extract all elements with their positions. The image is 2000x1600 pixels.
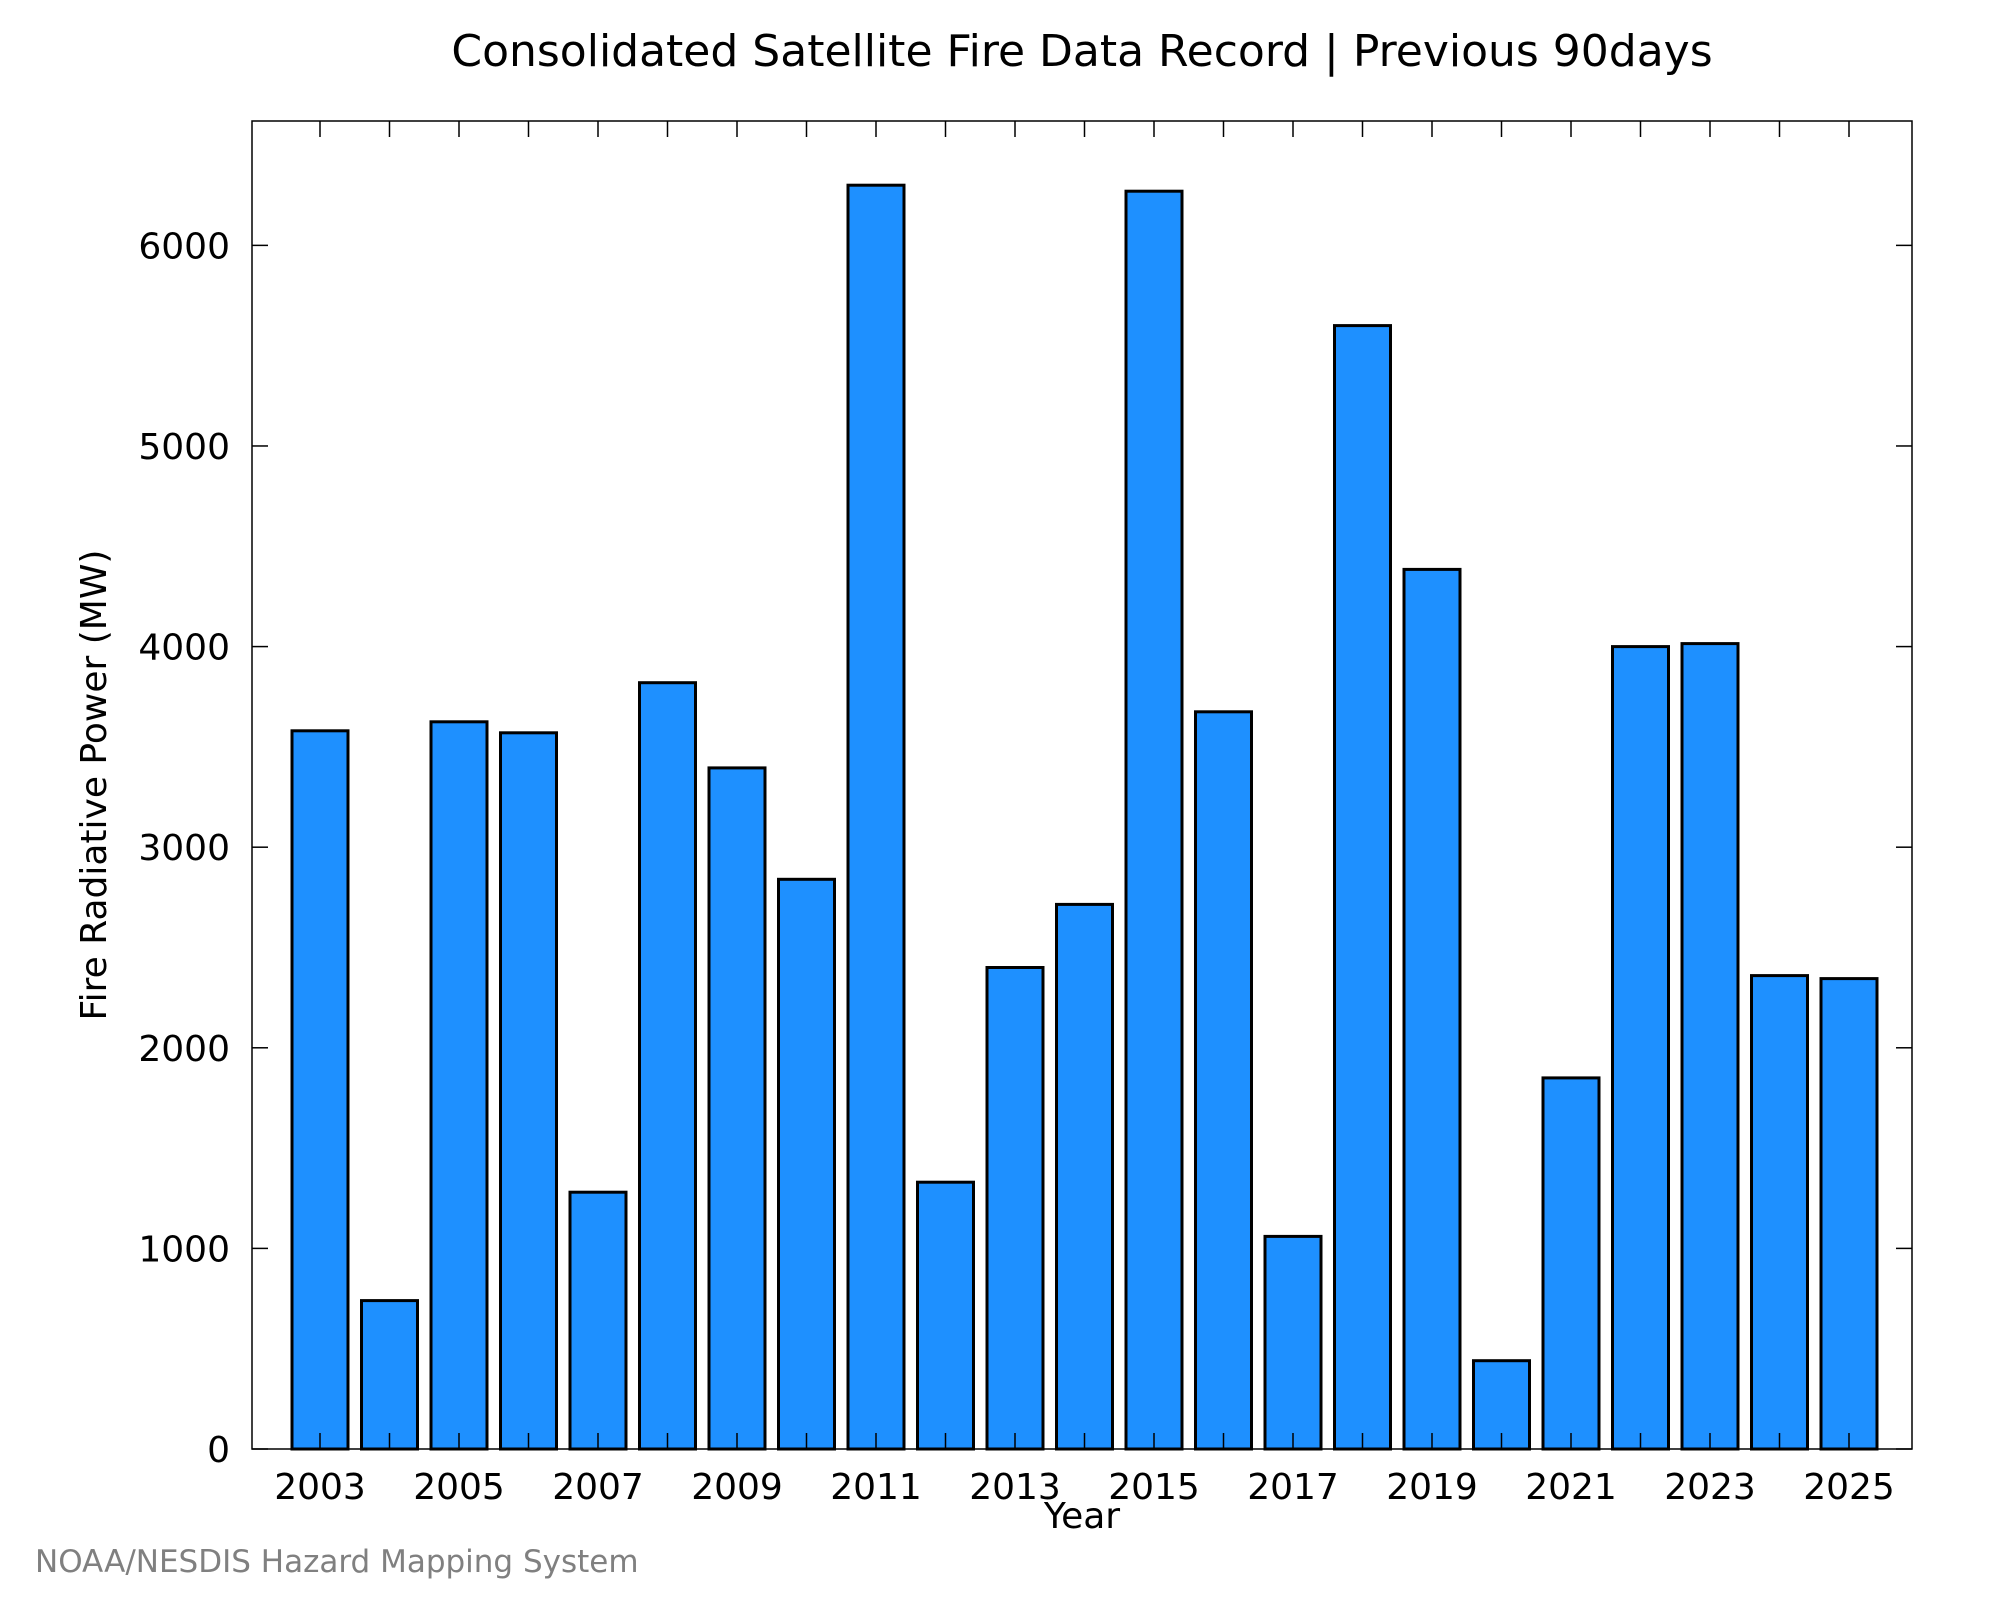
bar-2019	[1402, 567, 1462, 1451]
y-axis: 0 1000 2000 3000 4000 5000 6000	[138, 226, 1912, 1471]
bar-2018	[1333, 324, 1392, 1451]
bar-2025	[1819, 977, 1879, 1451]
bar-2008	[638, 681, 697, 1451]
bar-2012	[916, 1180, 975, 1451]
x-tick-label-2015: 2015	[1108, 1467, 1200, 1508]
y-tick-label-1000: 1000	[138, 1229, 230, 1270]
y-axis-label: Fire Radiative Power (MW)	[74, 550, 115, 1021]
bar-2015	[1124, 189, 1184, 1451]
x-tick-label-2005: 2005	[413, 1467, 505, 1508]
bar-2003	[290, 729, 350, 1451]
x-axis-label: Year	[1043, 1496, 1120, 1537]
plot-frame	[251, 120, 1913, 1450]
bar-2023	[1680, 642, 1740, 1451]
x-tick-label-2023: 2023	[1664, 1467, 1756, 1508]
footer-credit: NOAA/NESDIS Hazard Mapping System	[35, 1544, 639, 1580]
x-tick-label-2011: 2011	[830, 1467, 922, 1508]
bar-2007	[568, 1190, 628, 1451]
bar-2004	[360, 1299, 419, 1451]
y-tick-label-4000: 4000	[138, 628, 230, 669]
bar-2017	[1263, 1234, 1323, 1451]
bar-2005	[429, 720, 489, 1451]
x-tick-label-2021: 2021	[1525, 1467, 1617, 1508]
bars-group	[290, 183, 1879, 1451]
y-tick-label-2000: 2000	[138, 1029, 230, 1070]
x-tick-label-2009: 2009	[691, 1467, 783, 1508]
y-tick-label-5000: 5000	[138, 427, 230, 468]
chart-title: Consolidated Satellite Fire Data Record …	[451, 26, 1712, 77]
bar-2011	[846, 183, 906, 1451]
x-tick-label-2017: 2017	[1247, 1467, 1339, 1508]
bar-2014	[1055, 902, 1114, 1451]
y-tick-label-6000: 6000	[138, 226, 230, 267]
bar-2022	[1611, 645, 1670, 1451]
bar-2009	[707, 766, 767, 1451]
x-tick-label-2007: 2007	[552, 1467, 644, 1508]
y-tick-label-3000: 3000	[138, 828, 230, 869]
x-tick-label-2019: 2019	[1386, 1467, 1478, 1508]
bar-2021	[1541, 1076, 1601, 1451]
x-tick-label-2013: 2013	[969, 1467, 1061, 1508]
x-tick-label-2003: 2003	[274, 1467, 366, 1508]
bar-2024	[1750, 974, 1809, 1451]
y-tick-label-0: 0	[207, 1430, 230, 1471]
bar-2010	[777, 877, 836, 1451]
bar-2006	[499, 731, 558, 1451]
x-tick-label-2025: 2025	[1803, 1467, 1895, 1508]
bar-2013	[985, 966, 1045, 1451]
x-axis: 2003 2005 2007 2009 2011 2013 2015 2017 2019 2021…	[274, 121, 1895, 1508]
bar-2016	[1194, 710, 1253, 1451]
